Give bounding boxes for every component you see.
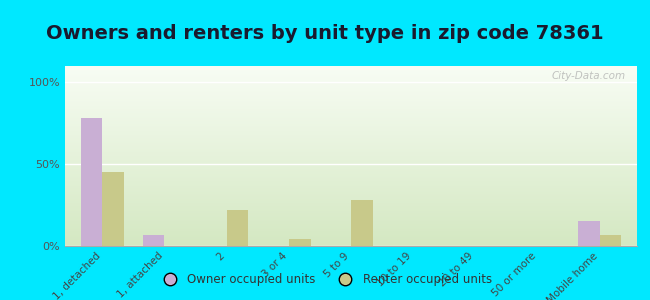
Bar: [227, 210, 248, 246]
Legend: Owner occupied units, Renter occupied units: Owner occupied units, Renter occupied un…: [153, 269, 497, 291]
Bar: [600, 235, 621, 246]
Bar: [143, 235, 164, 246]
Bar: [289, 239, 311, 246]
Bar: [143, 235, 164, 246]
Bar: [578, 221, 600, 246]
Bar: [578, 221, 600, 246]
Bar: [351, 200, 372, 246]
Text: Owners and renters by unit type in zip code 78361: Owners and renters by unit type in zip c…: [46, 24, 604, 43]
Bar: [102, 172, 124, 246]
Bar: [351, 200, 372, 246]
Bar: [102, 172, 124, 246]
Bar: [289, 239, 311, 246]
Bar: [81, 118, 102, 246]
Bar: [81, 118, 102, 246]
Bar: [600, 235, 621, 246]
Bar: [227, 210, 248, 246]
Text: City-Data.com: City-Data.com: [551, 71, 625, 81]
